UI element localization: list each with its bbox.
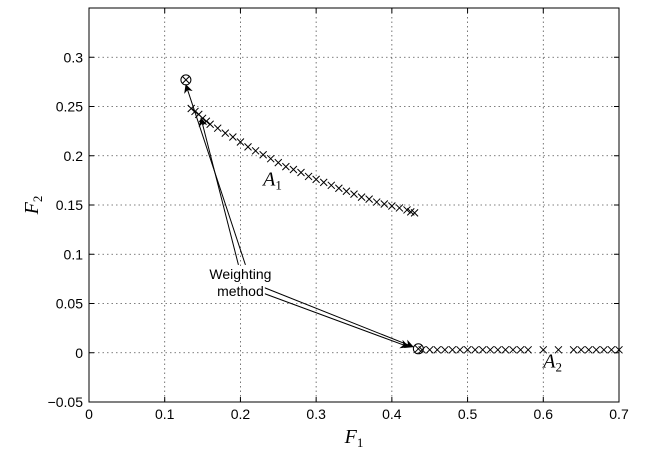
data-point: [319, 178, 328, 187]
data-point: [236, 138, 245, 146]
data-point: [501, 345, 510, 354]
data-point: [350, 190, 358, 199]
y-axis-label: F2: [21, 196, 45, 216]
annotation-text: Weighting: [209, 266, 271, 282]
series-label: A1: [261, 168, 282, 192]
data-point: [569, 345, 578, 354]
weighting-point: [412, 343, 424, 355]
data-point: [365, 195, 373, 203]
x-tick-label: 0.2: [231, 406, 251, 422]
data-point: [335, 184, 343, 193]
data-point: [592, 345, 601, 354]
data-point: [478, 345, 487, 354]
series-label: A2: [541, 351, 562, 375]
data-point: [600, 345, 608, 354]
data-point: [410, 209, 419, 217]
data-point: [357, 193, 366, 201]
y-tick-label: 0.15: [56, 197, 83, 213]
data-point: [251, 146, 260, 155]
data-point: [456, 345, 464, 354]
grid: [89, 8, 619, 403]
data-point: [266, 154, 275, 163]
data-point: [577, 345, 585, 354]
y-tick-label: 0: [75, 345, 83, 361]
data-point: [463, 345, 472, 354]
data-point: [304, 172, 313, 181]
y-tick-label: 0.2: [64, 148, 84, 164]
data-point: [607, 345, 616, 354]
x-tick-label: 0.7: [609, 406, 629, 422]
data-point: [425, 345, 434, 354]
data-point: [441, 345, 449, 354]
data-point: [289, 165, 298, 174]
x-tick-label: 0.3: [306, 406, 326, 422]
weighting-point: [180, 74, 192, 86]
data-point: [471, 345, 479, 354]
data-series: A1 A2: [180, 74, 623, 375]
annotation-arrow: [198, 117, 239, 265]
x-tick-label: 0: [85, 406, 93, 422]
data-point: [221, 129, 230, 137]
data-point: [486, 345, 495, 354]
x-tick-label: 0.5: [458, 406, 478, 422]
x-tick-label: 0.6: [534, 406, 554, 422]
annotation-arrow: [262, 292, 410, 349]
data-point: [372, 198, 381, 206]
data-point: [213, 124, 222, 133]
data-point: [187, 104, 196, 113]
data-point: [516, 345, 525, 354]
data-point: [509, 345, 517, 354]
data-point: [244, 143, 252, 151]
data-point: [202, 117, 211, 126]
data-point: [282, 162, 290, 171]
y-tick-label: 0.25: [56, 99, 83, 115]
data-point: [259, 150, 267, 159]
data-point: [198, 114, 207, 123]
data-point: [554, 345, 563, 354]
data-point: [229, 133, 237, 141]
data-point: [403, 206, 411, 214]
data-point: [539, 345, 548, 354]
x-tick-label: 0.4: [382, 406, 402, 422]
x-axis-label: F1: [344, 426, 364, 449]
data-point: [433, 345, 442, 354]
y-tick-label: 0.3: [64, 49, 84, 65]
annotation-text: method: [217, 283, 264, 299]
data-point: [584, 345, 593, 354]
data-point: [524, 345, 532, 354]
y-tick-label: 0.1: [64, 246, 84, 262]
data-point: [494, 345, 502, 354]
data-point: [206, 120, 214, 129]
data-point: [448, 345, 457, 354]
data-point: [342, 187, 351, 196]
data-point: [380, 200, 389, 208]
y-tick-label: −0.05: [48, 394, 84, 410]
series-a2: A2: [418, 345, 623, 375]
data-point: [388, 202, 396, 210]
data-point: [327, 181, 336, 190]
series-weighting-method: [180, 74, 424, 355]
data-point: [297, 168, 305, 177]
y-tick-label: 0.05: [56, 296, 83, 312]
data-point: [274, 158, 283, 167]
x-tick-label: 0.1: [155, 406, 175, 422]
annotation-arrow: [262, 286, 414, 349]
data-point: [312, 175, 320, 184]
ticks: 0 0.1 0.2 0.3 0.4 0.5 0.6 0.7−0.0500.050.10.150…: [48, 8, 629, 422]
data-point: [395, 204, 404, 212]
